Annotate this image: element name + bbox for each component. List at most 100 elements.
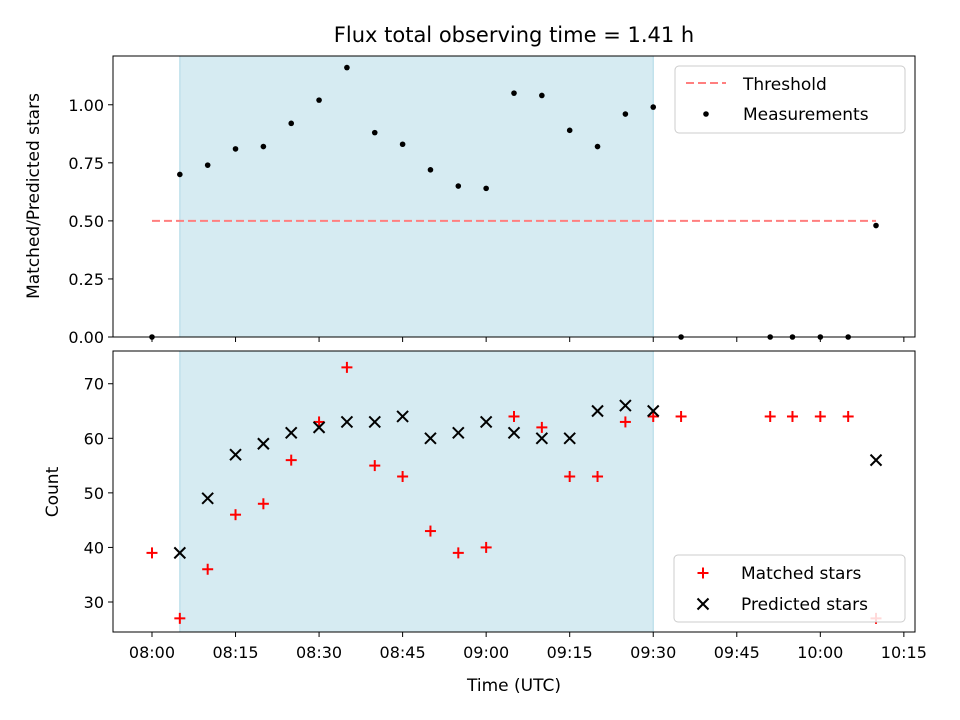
matched-star-point — [480, 541, 492, 553]
measurement-point — [204, 162, 211, 168]
measurement-point — [594, 143, 601, 150]
predicted-star-point — [507, 426, 521, 440]
matched-star-point — [146, 547, 158, 559]
measurement-point — [316, 97, 322, 103]
top-y-tick-label: 0.00 — [68, 328, 104, 347]
x-tick-label: 09:00 — [463, 643, 509, 662]
matched-star-point — [508, 410, 520, 422]
measurement-point — [511, 90, 517, 96]
bottom-y-tick-label: 50 — [84, 484, 104, 503]
predicted-star-point — [368, 415, 381, 429]
measurements-legend-swatch — [703, 111, 709, 117]
bottom-legend: Matched stars Predicted stars — [673, 554, 906, 623]
x-tick-label: 09:15 — [547, 643, 593, 662]
matched-star-point — [764, 410, 776, 422]
matched-star-point — [230, 509, 242, 521]
predicted-star-point — [229, 448, 242, 461]
matched-star-point — [647, 410, 659, 422]
measurement-point — [399, 141, 406, 148]
bottom-y-tick-label: 60 — [84, 429, 104, 448]
top-y-tick-label: 1.00 — [68, 96, 104, 115]
matched-legend-swatch — [697, 567, 709, 579]
matched-star-point — [675, 410, 687, 422]
measurement-point — [427, 166, 434, 173]
matched-star-point — [592, 470, 604, 482]
measurement-point — [344, 64, 350, 71]
x-tick-label: 10:15 — [881, 643, 927, 662]
bottom-y-axis-label: Count — [43, 466, 63, 517]
predicted-star-point — [563, 432, 576, 445]
matched-star-point — [619, 416, 631, 428]
matched-star-point — [202, 563, 214, 575]
predicted-star-point — [647, 404, 660, 418]
matched-star-point — [424, 525, 436, 537]
predicted-star-point — [619, 399, 632, 412]
x-tick-label: 10:00 — [797, 643, 843, 662]
x-tick-label: 09:45 — [714, 643, 760, 662]
threshold-legend-label: Threshold — [742, 75, 827, 95]
measurement-point — [539, 92, 545, 99]
measurement-point — [873, 222, 879, 229]
matched-star-point — [536, 421, 548, 433]
predicted-star-point — [452, 426, 465, 440]
top-plot-frame — [112, 55, 916, 338]
predicted-star-point — [396, 410, 409, 423]
x-tick-label: 08:30 — [296, 643, 342, 662]
top-y-axis-label: Matched/Predicted stars — [24, 93, 44, 299]
measurement-point — [177, 171, 183, 178]
measurement-point — [288, 120, 295, 127]
predicted-star-point — [257, 437, 270, 450]
measurement-point — [455, 183, 462, 189]
top-shaded-interval — [179, 55, 654, 338]
bottom-plot-frame — [112, 350, 916, 633]
bottom-panel: 30 40 50 60 70 08:00 08:15 08:30 08:45 09:00 09:15… — [84, 350, 927, 662]
predicted-star-point — [285, 426, 298, 440]
top-y-tick-label: 0.50 — [68, 212, 104, 231]
bottom-shaded-interval — [179, 350, 654, 633]
matched-star-point — [369, 460, 381, 472]
predicted-legend-label: Predicted stars — [741, 595, 868, 615]
predicted-star-point — [479, 415, 493, 429]
measurement-point — [483, 185, 489, 192]
matched-star-point — [452, 547, 464, 559]
matched-star-point — [257, 498, 269, 510]
predicted-star-point — [340, 415, 354, 429]
top-panel: 0.00 0.25 0.50 0.75 1.00 Threshold Measurement… — [68, 55, 916, 347]
bottom-legend-box — [673, 554, 906, 623]
bottom-y-tick-label: 70 — [84, 375, 104, 394]
matched-star-point — [842, 410, 854, 422]
predicted-legend-swatch — [696, 597, 710, 611]
top-y-tick-label: 0.25 — [68, 270, 104, 289]
top-legend-box — [674, 65, 906, 134]
predicted-star-point — [424, 432, 437, 445]
matched-star-point — [341, 361, 353, 373]
matched-star-point — [564, 470, 576, 482]
predicted-star-point — [173, 546, 187, 560]
top-y-tick-label: 0.75 — [68, 154, 104, 173]
bottom-y-tick-label: 40 — [84, 538, 104, 557]
matched-star-point — [285, 454, 297, 466]
x-axis-label: Time (UTC) — [466, 676, 561, 696]
x-tick-label: 09:30 — [630, 643, 676, 662]
measurement-point — [260, 143, 267, 150]
predicted-star-point — [869, 453, 883, 467]
predicted-star-point — [201, 492, 214, 505]
predicted-star-point — [535, 432, 549, 445]
x-tick-label: 08:00 — [129, 643, 175, 662]
measurement-point — [566, 127, 573, 134]
top-legend: Threshold Measurements — [674, 65, 906, 134]
x-tick-label: 08:45 — [380, 643, 426, 662]
matched-star-point — [174, 612, 186, 624]
measurements-legend-label: Measurements — [743, 105, 869, 125]
predicted-star-point — [312, 421, 326, 434]
measurement-point — [232, 146, 239, 152]
matched-star-point — [814, 410, 826, 422]
bottom-y-tick-label: 30 — [84, 593, 104, 612]
measurement-point — [650, 104, 657, 110]
x-tick-label: 08:15 — [212, 643, 258, 662]
measurement-point — [622, 111, 629, 117]
matched-star-point — [397, 470, 409, 482]
matched-star-point — [786, 410, 798, 422]
matched-legend-label: Matched stars — [741, 564, 861, 584]
